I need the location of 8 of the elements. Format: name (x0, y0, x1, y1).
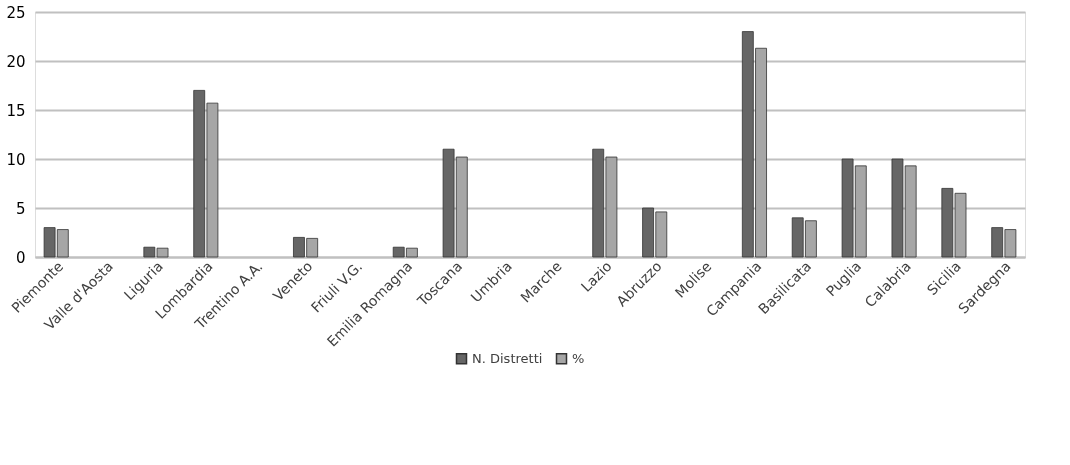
y-tick-label: 5 (15, 199, 26, 218)
y-tick-label: 10 (6, 150, 26, 169)
y-tick-label: 0 (15, 248, 26, 267)
y-tick-label: 15 (6, 101, 26, 120)
y-tick-label: 20 (6, 52, 26, 71)
y-tick-label: 25 (6, 3, 26, 22)
legend-label: % (572, 350, 585, 366)
legend-label: N. Distretti (472, 350, 543, 366)
